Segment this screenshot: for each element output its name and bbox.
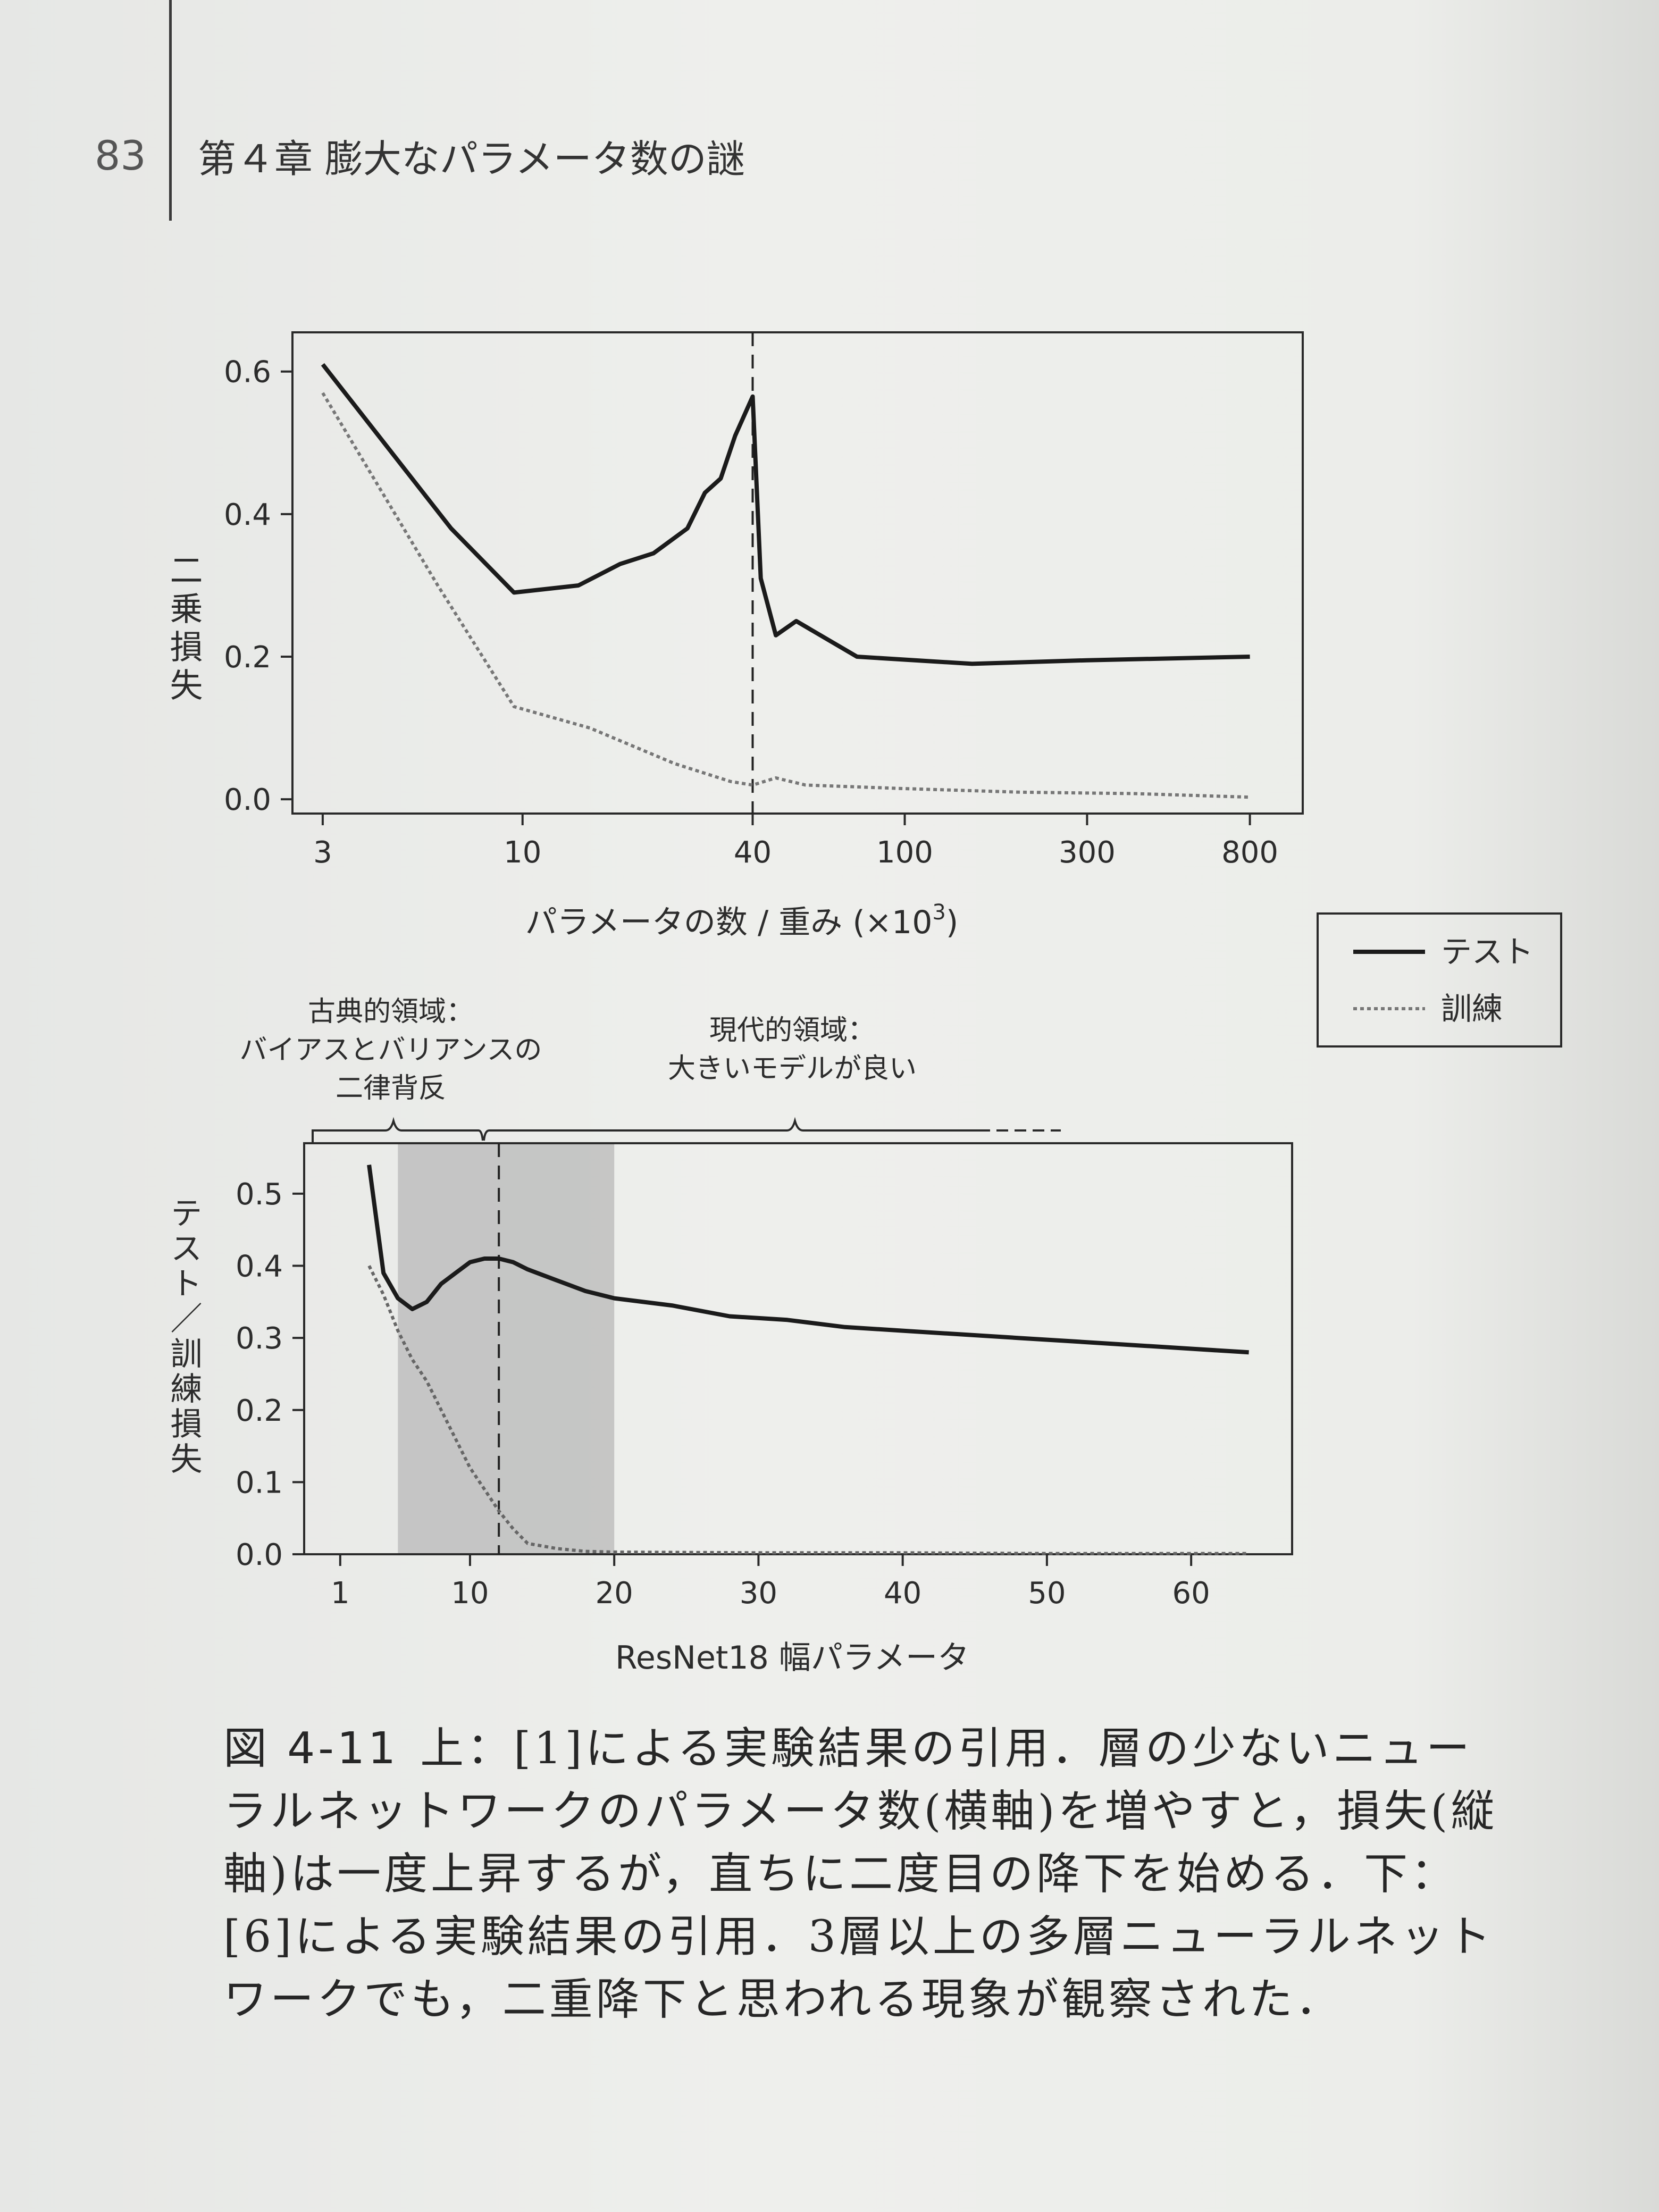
chart-top-x-tick-label: 40 [734, 835, 772, 870]
chart-bottom-shaded-region [398, 1143, 615, 1554]
chart-top-x-tick-label: 10 [504, 835, 541, 870]
chart-top-squared-loss: 0.0 0.2 0.4 0.6 3 10 40 100 300 800 二乗損失 パラメータの数… [164, 331, 1304, 941]
figure-caption-text: 上：[1]による実験結果の引用．層の少ないニューラルネットワークのパラメータ数(… [223, 1723, 1498, 2025]
chart-bottom-x-axis-label: ResNet18 幅パラメータ [615, 1639, 969, 1677]
chart-top-x-tick-label: 800 [1221, 835, 1278, 870]
figure-id: 図 4-11 [223, 1723, 399, 1774]
chart-top-y-tick-label: 0.0 [224, 783, 271, 817]
page-number: 83 [95, 132, 146, 179]
chart-top-x-axis-label-end: ) [946, 904, 958, 941]
figure-caption: 図 4-11 上：[1]による実験結果の引用．層の少ないニューラルネットワークのパ… [223, 1717, 1510, 2031]
chapter-title: 第４章 膨大なパラメータ数の謎 [198, 137, 745, 181]
legend-frame [1317, 912, 1562, 1048]
chart-top-series-train-line [321, 392, 1250, 799]
chart-top-x-axis-label-main: パラメータの数 / 重み (×10 [525, 904, 933, 941]
chart-top-y-tick-label: 0.2 [224, 640, 271, 675]
chart-bottom-series-test-line [367, 1164, 1249, 1355]
legend-item-train: 訓練 [1441, 991, 1503, 1027]
chart-top-x-ticks: 3 10 40 100 300 800 [313, 814, 1278, 870]
chart-bottom-y-tick-label: 0.3 [236, 1321, 283, 1356]
annotation-modern-line-2: 大きいモデルが良い [668, 1053, 917, 1085]
chart-bottom-x-tick-label: 20 [596, 1576, 633, 1611]
chart-top-y-ticks: 0.0 0.2 0.4 0.6 [224, 355, 292, 817]
chart-top-y-tick-label: 0.4 [224, 498, 271, 532]
chart-bottom-series-train-line [367, 1265, 1249, 1555]
annotation-classical-line-3: 二律背反 [336, 1073, 446, 1104]
chart-top-x-axis-label-sup: 3 [932, 900, 945, 925]
annotation-classical-line-1: 古典的領域： [308, 996, 474, 1028]
chart-bottom-x-tick-label: 60 [1172, 1576, 1210, 1611]
chart-bottom-resnet18: 0.0 0.1 0.2 0.3 0.4 0.5 1 10 20 30 40 50 60 テスト／訓練損… [165, 1142, 1293, 1677]
chart-bottom-y-axis-label: テスト／訓練損失 [165, 1196, 202, 1477]
chart-top-x-axis-label: パラメータの数 / 重み (×103) [525, 900, 959, 941]
chart-bottom-y-tick-label: 0.5 [236, 1177, 283, 1212]
chart-bottom-y-tick-label: 0.0 [236, 1538, 283, 1572]
chart-bottom-y-tick-label: 0.4 [236, 1250, 283, 1284]
annotation-classical-line-2: バイアスとバリアンスの [240, 1034, 542, 1066]
chart-top-y-tick-label: 0.6 [224, 355, 271, 390]
chart-bottom-x-tick-label: 40 [884, 1576, 921, 1611]
chart-bottom-x-tick-label: 30 [740, 1576, 777, 1611]
annotation-classical: 古典的領域： バイアスとバリアンスの 二律背反 [240, 996, 542, 1104]
chart-top-frame [291, 331, 1304, 815]
chart-bottom-y-tick-label: 0.2 [236, 1394, 283, 1428]
annotation-modern-line-1: 現代的領域： [709, 1015, 875, 1046]
chart-top-x-tick-label: 300 [1059, 835, 1116, 870]
chart-bottom-x-tick-label: 50 [1028, 1576, 1066, 1611]
chart-top-series-test-line [321, 363, 1250, 666]
page-gutter-rule [169, 0, 172, 221]
chart-top-y-axis-label: 二乗損失 [164, 553, 203, 706]
brace-classical [312, 1117, 484, 1143]
chart-bottom-y-ticks: 0.0 0.1 0.2 0.3 0.4 0.5 [236, 1177, 304, 1572]
chart-top-x-tick-label: 3 [313, 835, 332, 870]
chart-bottom-frame [303, 1142, 1293, 1555]
chart-top-x-tick-label: 100 [876, 835, 933, 870]
chart-bottom-y-tick-label: 0.1 [236, 1465, 283, 1500]
legend: テスト 訓練 [1317, 912, 1562, 1048]
legend-item-test: テスト [1441, 934, 1534, 970]
chart-bottom-x-tick-label: 10 [451, 1576, 489, 1611]
figure-double-descent: 0.0 0.2 0.4 0.6 3 10 40 100 300 800 二乗損失 パラメータの数… [164, 331, 1562, 1677]
chart-bottom-x-ticks: 1 10 20 30 40 50 60 [331, 1554, 1210, 1611]
brace-modern [483, 1117, 978, 1141]
annotation-modern: 現代的領域： 大きいモデルが良い [668, 1015, 917, 1085]
chart-bottom-x-tick-label: 1 [331, 1576, 350, 1611]
